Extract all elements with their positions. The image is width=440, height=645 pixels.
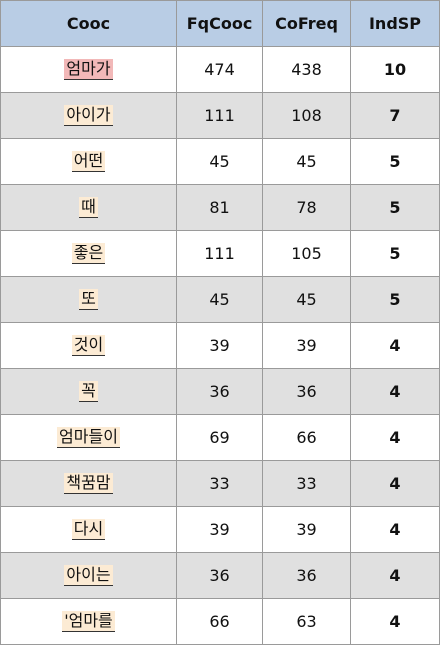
- cooc-word-link[interactable]: 엄마들이: [57, 427, 120, 448]
- indsp-cell: 4: [350, 322, 440, 369]
- cooc-cell: 책꿈맘: [0, 460, 177, 507]
- cooc-cell: 것이: [0, 322, 177, 369]
- indsp-cell: 7: [350, 92, 440, 139]
- cooc-cell: 아이가: [0, 92, 177, 139]
- column-header-cofreq: CoFreq: [262, 0, 351, 47]
- indsp-cell: 4: [350, 598, 440, 645]
- fqcooc-cell: 69: [176, 414, 263, 461]
- indsp-cell: 5: [350, 230, 440, 277]
- cofreq-cell: 36: [262, 368, 351, 415]
- cooc-word-link[interactable]: 좋은: [71, 243, 106, 264]
- fqcooc-cell: 36: [176, 552, 263, 599]
- cooc-word-link[interactable]: 아이가: [64, 105, 113, 126]
- cooc-word-link[interactable]: 어떤: [71, 151, 106, 172]
- indsp-cell: 10: [350, 46, 440, 93]
- cooc-cell: 또: [0, 276, 177, 323]
- table-row: 또 45 45 5: [0, 276, 440, 323]
- cofreq-cell: 63: [262, 598, 351, 645]
- fqcooc-cell: 36: [176, 368, 263, 415]
- table-row: 것이 39 39 4: [0, 322, 440, 369]
- table-row: 엄마가 474 438 10: [0, 46, 440, 93]
- cofreq-cell: 108: [262, 92, 351, 139]
- indsp-cell: 4: [350, 414, 440, 461]
- cofreq-cell: 66: [262, 414, 351, 461]
- indsp-cell: 5: [350, 138, 440, 185]
- cooc-word-link[interactable]: 아이는: [64, 565, 113, 586]
- cooc-cell: 다시: [0, 506, 177, 553]
- table-row: '엄마를 66 63 4: [0, 598, 440, 645]
- table-row: 좋은 111 105 5: [0, 230, 440, 277]
- fqcooc-cell: 66: [176, 598, 263, 645]
- cofreq-cell: 33: [262, 460, 351, 507]
- indsp-cell: 5: [350, 184, 440, 231]
- table-row: 다시 39 39 4: [0, 506, 440, 553]
- cooc-cell: 좋은: [0, 230, 177, 277]
- cooc-word-link[interactable]: 때: [79, 197, 98, 218]
- fqcooc-cell: 33: [176, 460, 263, 507]
- table-row: 아이는 36 36 4: [0, 552, 440, 599]
- cofreq-cell: 36: [262, 552, 351, 599]
- column-header-indsp: IndSP: [350, 0, 440, 47]
- cofreq-cell: 45: [262, 138, 351, 185]
- cofreq-cell: 45: [262, 276, 351, 323]
- fqcooc-cell: 81: [176, 184, 263, 231]
- table-row: 어떤 45 45 5: [0, 138, 440, 185]
- cofreq-cell: 39: [262, 322, 351, 369]
- cofreq-cell: 78: [262, 184, 351, 231]
- indsp-cell: 4: [350, 552, 440, 599]
- cooc-word-link[interactable]: 엄마가: [64, 59, 113, 80]
- cooc-word-link[interactable]: 꼭: [79, 381, 98, 402]
- cofreq-cell: 438: [262, 46, 351, 93]
- fqcooc-cell: 39: [176, 322, 263, 369]
- indsp-cell: 4: [350, 460, 440, 507]
- cooc-word-link[interactable]: 또: [79, 289, 98, 310]
- fqcooc-cell: 111: [176, 92, 263, 139]
- cooc-word-link[interactable]: 다시: [71, 519, 106, 540]
- table-row: 책꿈맘 33 33 4: [0, 460, 440, 507]
- table-row: 때 81 78 5: [0, 184, 440, 231]
- indsp-cell: 4: [350, 506, 440, 553]
- table-body: 엄마가 474 438 10 아이가 111 108 7 어떤 45 45 5 …: [0, 46, 440, 645]
- cofreq-cell: 39: [262, 506, 351, 553]
- table-row: 엄마들이 69 66 4: [0, 414, 440, 461]
- cooc-cell: 때: [0, 184, 177, 231]
- fqcooc-cell: 39: [176, 506, 263, 553]
- cooc-word-link[interactable]: 책꿈맘: [64, 473, 113, 494]
- cooc-word-link[interactable]: 것이: [71, 335, 106, 356]
- cooc-cell: 어떤: [0, 138, 177, 185]
- fqcooc-cell: 111: [176, 230, 263, 277]
- cooc-cell: 엄마들이: [0, 414, 177, 461]
- table-row: 꼭 36 36 4: [0, 368, 440, 415]
- cofreq-cell: 105: [262, 230, 351, 277]
- table-row: 아이가 111 108 7: [0, 92, 440, 139]
- column-header-cooc: Cooc: [0, 0, 177, 47]
- fqcooc-cell: 45: [176, 276, 263, 323]
- indsp-cell: 4: [350, 368, 440, 415]
- cooc-cell: '엄마를: [0, 598, 177, 645]
- table-header: Cooc FqCooc CoFreq IndSP: [0, 0, 440, 47]
- fqcooc-cell: 474: [176, 46, 263, 93]
- cooc-word-link[interactable]: '엄마를: [62, 611, 115, 632]
- indsp-cell: 5: [350, 276, 440, 323]
- fqcooc-cell: 45: [176, 138, 263, 185]
- cooc-cell: 아이는: [0, 552, 177, 599]
- column-header-fqcooc: FqCooc: [176, 0, 263, 47]
- header-row: Cooc FqCooc CoFreq IndSP: [0, 0, 440, 47]
- cooc-cell: 꼭: [0, 368, 177, 415]
- cooc-cell: 엄마가: [0, 46, 177, 93]
